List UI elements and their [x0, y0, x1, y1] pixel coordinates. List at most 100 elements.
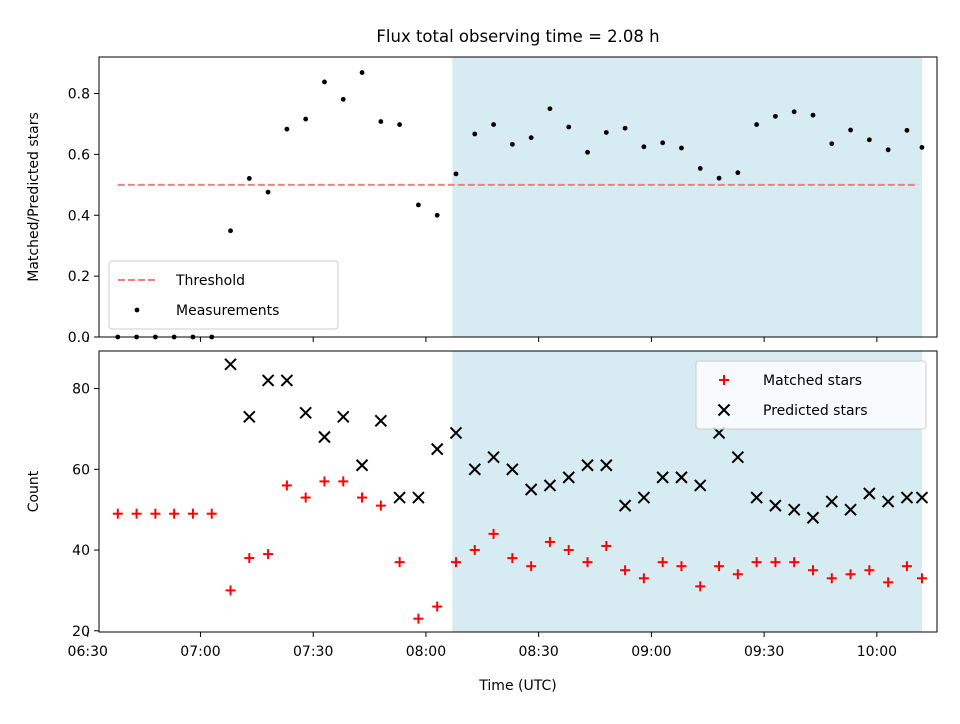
point-x-31-b [694, 479, 707, 492]
point-dot-19 [472, 131, 478, 137]
point-plus-41 [883, 577, 894, 588]
legend-box [695, 360, 927, 430]
point-plus-37 [807, 565, 818, 576]
point-x-41-b [881, 495, 895, 508]
point-x-6 [224, 358, 237, 371]
point-x-39-b [844, 503, 857, 516]
point-plus-3 [169, 508, 180, 519]
point-x-40 [863, 487, 876, 500]
point-dot-18 [453, 171, 459, 177]
point-x-19 [468, 463, 481, 476]
point-dot-23 [547, 106, 553, 112]
point-dot-14 [378, 119, 384, 124]
legend-label: Measurements [176, 303, 279, 319]
point-plus-16 [413, 613, 424, 624]
legend-dot-swatch [134, 307, 140, 313]
point-x-12-b [337, 410, 350, 424]
y-tick-label: 0.0 [68, 330, 90, 346]
point-dot-9 [284, 126, 290, 132]
point-plus-27 [620, 565, 631, 576]
point-dot-40 [866, 137, 872, 143]
point-x-13-b [355, 459, 369, 472]
point-dot-33 [735, 170, 741, 176]
point-plus-20 [488, 528, 499, 539]
point-x-31 [694, 479, 707, 492]
point-plus-18 [450, 557, 461, 568]
point-x-28-b [637, 491, 651, 504]
y-tick-label: 0.8 [68, 87, 90, 103]
point-x-25 [581, 459, 594, 472]
point-x-33 [731, 450, 745, 464]
point-x-34-b [750, 491, 763, 504]
point-dot-26 [603, 130, 609, 135]
point-x-11-b [318, 430, 331, 444]
point-plus-6 [225, 585, 236, 596]
point-x-20-b [487, 450, 500, 464]
point-plus-17 [432, 601, 443, 612]
point-x-37-b [806, 511, 820, 524]
point-x-33-b [731, 450, 745, 464]
point-x-8 [261, 374, 275, 387]
point-dot-27 [622, 125, 628, 131]
legend-label: Threshold [175, 273, 245, 289]
point-plus-23 [544, 536, 555, 547]
legend-box [108, 260, 339, 330]
point-x-40-b [863, 487, 876, 500]
point-plus-10 [300, 492, 311, 503]
x-tick-label: 07:00 [180, 644, 220, 660]
legend-label: Predicted stars [763, 403, 868, 419]
point-plus-40 [864, 565, 875, 576]
point-dot-15 [397, 122, 403, 127]
x-tick-label: 10:00 [857, 644, 897, 660]
point-x-23-b [543, 479, 557, 492]
point-x-35-b [769, 499, 782, 512]
point-x-30-b [675, 471, 688, 484]
axes-frame [98, 350, 938, 633]
x-axis-label: Time (UTC) [478, 678, 556, 694]
point-x-15-b [393, 491, 406, 504]
axes-frame [98, 56, 938, 338]
point-x-36 [787, 503, 801, 516]
x-tick-label: 08:30 [518, 644, 558, 660]
point-plus-13 [357, 492, 368, 503]
point-dot-37 [810, 112, 816, 118]
legend-label: Matched stars [763, 373, 862, 389]
point-dot-35 [773, 113, 778, 119]
point-dot-28 [641, 144, 647, 150]
point-x-10 [299, 406, 312, 419]
point-x-42-b [900, 491, 914, 504]
point-x-37 [806, 511, 820, 524]
point-dot-29 [660, 140, 666, 146]
point-x-17-b [430, 442, 444, 456]
point-plus-31 [695, 581, 706, 592]
point-dot-6 [228, 228, 233, 234]
point-plus-5 [206, 508, 217, 519]
point-x-10-b [299, 406, 312, 419]
point-x-42 [900, 491, 914, 504]
point-plus-7 [244, 553, 255, 564]
x-tick-label: 07:30 [293, 644, 333, 660]
point-x-30 [675, 471, 688, 484]
y-tick-label: 60 [72, 462, 90, 478]
point-x-18-b [449, 426, 463, 440]
point-x-21 [506, 463, 519, 476]
observing-span [452, 57, 922, 337]
point-plus-1 [131, 508, 142, 519]
point-dot-30 [679, 145, 684, 151]
point-plus-38 [826, 573, 837, 584]
point-x-16-b [412, 491, 425, 504]
point-dot-16 [416, 202, 421, 208]
y-axis-label: Matched/Predicted stars [26, 112, 42, 282]
point-plus-26 [601, 541, 612, 552]
point-plus-2 [150, 508, 161, 519]
point-plus-30 [676, 561, 687, 572]
point-dot-31 [697, 165, 703, 171]
point-plus-19 [469, 545, 480, 556]
point-x-23 [543, 479, 557, 492]
point-x-6-b [224, 358, 237, 371]
y-axis-label: Count [26, 470, 42, 512]
point-plus-29 [657, 557, 668, 568]
point-dot-39 [848, 127, 853, 133]
x-tick-label: 09:30 [744, 644, 784, 660]
